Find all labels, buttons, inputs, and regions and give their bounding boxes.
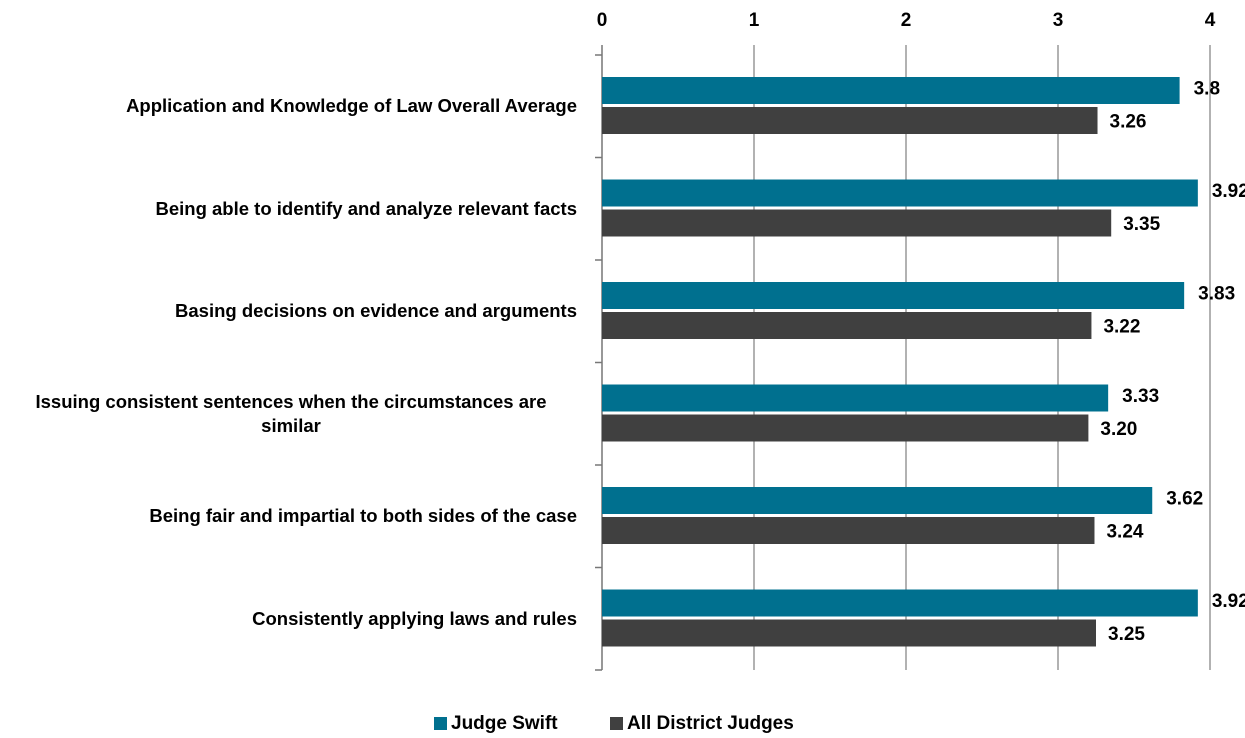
category-label: Basing decisions on evidence and argumen… — [175, 260, 577, 363]
category-label: Being fair and impartial to both sides o… — [149, 465, 577, 568]
bar — [602, 282, 1185, 309]
category-text: Application and Knowledge of Law Overall… — [126, 95, 577, 117]
value-label: 3.35 — [1123, 214, 1160, 235]
value-label: 3.25 — [1108, 624, 1145, 645]
x-tick-label: 1 — [749, 10, 760, 31]
x-tick-label: 2 — [901, 10, 912, 31]
value-label: 3.8 — [1194, 79, 1220, 100]
x-tick-label: 3 — [1053, 10, 1064, 31]
value-label: 3.92 — [1212, 591, 1245, 612]
bar — [602, 517, 1095, 544]
category-label: Consistently applying laws and rules — [252, 568, 577, 671]
x-tick-label: 0 — [597, 10, 608, 31]
category-label: Application and Knowledge of Law Overall… — [126, 55, 577, 158]
legend-label: All District Judges — [627, 713, 794, 734]
value-label: 3.20 — [1100, 419, 1137, 440]
bar — [602, 179, 1198, 207]
value-label: 3.83 — [1198, 284, 1235, 305]
legend-swatch — [434, 717, 447, 730]
value-label: 3.33 — [1122, 386, 1159, 407]
legend-swatch — [610, 717, 623, 730]
bar — [602, 77, 1180, 104]
bar — [602, 209, 1112, 237]
bar — [602, 414, 1089, 442]
bar — [602, 589, 1198, 617]
category-label: Issuing consistent sentences when the ci… — [5, 363, 577, 466]
category-text: Issuing consistent sentences when the ci… — [35, 390, 547, 436]
x-tick-label: 4 — [1205, 10, 1216, 31]
category-text: Being fair and impartial to both sides o… — [149, 505, 577, 527]
category-text: Being able to identify and analyze relev… — [155, 197, 577, 219]
bar — [602, 107, 1098, 134]
value-label: 3.62 — [1166, 489, 1203, 510]
bar — [602, 487, 1153, 514]
value-label: 3.22 — [1103, 317, 1140, 338]
value-label: 3.26 — [1110, 112, 1147, 133]
category-text: Consistently applying laws and rules — [252, 607, 577, 629]
legend-label: Judge Swift — [451, 713, 558, 734]
bar — [602, 384, 1109, 412]
value-label: 3.92 — [1212, 181, 1245, 202]
category-label: Being able to identify and analyze relev… — [155, 158, 577, 261]
bar — [602, 312, 1092, 339]
bar — [602, 619, 1096, 647]
category-text: Basing decisions on evidence and argumen… — [175, 300, 577, 322]
value-label: 3.24 — [1106, 522, 1143, 543]
